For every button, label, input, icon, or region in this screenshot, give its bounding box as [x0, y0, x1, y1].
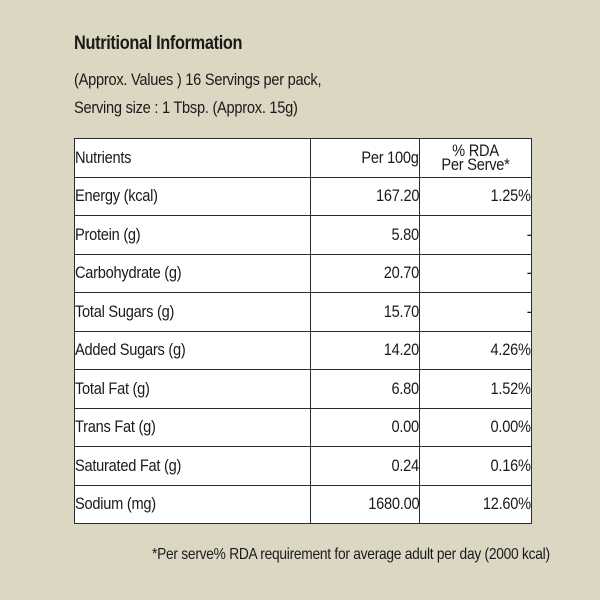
rda-value: 1.25% [419, 176, 532, 216]
per-100g-value: 167.20 [310, 176, 420, 216]
rda-value: 4.26% [419, 330, 532, 370]
table-row: Saturated Fat (g) 0.24 0.16% [74, 446, 532, 486]
nutrient-name: Energy (kcal) [74, 176, 311, 216]
column-header-rda: % RDA Per Serve* [419, 138, 532, 178]
table-row: Sodium (mg) 1680.00 12.60% [74, 484, 532, 524]
per-100g-value: 0.24 [310, 446, 420, 486]
column-header-per-100g: Per 100g [310, 138, 420, 178]
nutrient-name: Added Sugars (g) [74, 330, 311, 370]
table-row: Carbohydrate (g) 20.70 - [74, 253, 532, 293]
nutrition-table: Nutrients Per 100g % RDA Per Serve* Ener… [74, 138, 532, 524]
per-100g-value: 1680.00 [310, 484, 420, 524]
table-row: Total Sugars (g) 15.70 - [74, 292, 532, 332]
page-title: Nutritional Information [74, 33, 243, 54]
per-100g-value: 15.70 [310, 292, 420, 332]
serving-size-info: Serving size : 1 Tbsp. (Approx. 15g) [74, 98, 298, 117]
rda-value: - [419, 253, 532, 293]
per-100g-value: 6.80 [310, 369, 420, 409]
rda-footnote: *Per serve% RDA requirement for average … [152, 546, 550, 563]
nutrient-name: Saturated Fat (g) [74, 446, 311, 486]
rda-value: 12.60% [419, 484, 532, 524]
column-header-nutrients: Nutrients [74, 138, 311, 178]
table-header-row: Nutrients Per 100g % RDA Per Serve* [74, 138, 532, 178]
nutrient-name: Total Fat (g) [74, 369, 311, 409]
table-row: Energy (kcal) 167.20 1.25% [74, 176, 532, 216]
table-row: Protein (g) 5.80 - [74, 215, 532, 255]
rda-header-line2: Per Serve* [441, 154, 510, 174]
nutrient-name: Sodium (mg) [74, 484, 311, 524]
rda-header-line1: % RDA [452, 140, 499, 160]
rda-value: 0.16% [419, 446, 532, 486]
per-100g-value: 5.80 [310, 215, 420, 255]
nutrient-name: Protein (g) [74, 215, 311, 255]
nutrient-name: Carbohydrate (g) [74, 253, 311, 293]
rda-value: - [419, 215, 532, 255]
table-row: Trans Fat (g) 0.00 0.00% [74, 407, 532, 447]
per-100g-value: 0.00 [310, 407, 420, 447]
nutrient-name: Trans Fat (g) [74, 407, 311, 447]
rda-value: 1.52% [419, 369, 532, 409]
table-row: Total Fat (g) 6.80 1.52% [74, 369, 532, 409]
per-100g-value: 20.70 [310, 253, 420, 293]
nutrient-name: Total Sugars (g) [74, 292, 311, 332]
rda-value: - [419, 292, 532, 332]
table-row: Added Sugars (g) 14.20 4.26% [74, 330, 532, 370]
rda-value: 0.00% [419, 407, 532, 447]
per-100g-value: 14.20 [310, 330, 420, 370]
servings-info: (Approx. Values ) 16 Servings per pack, [74, 70, 322, 89]
